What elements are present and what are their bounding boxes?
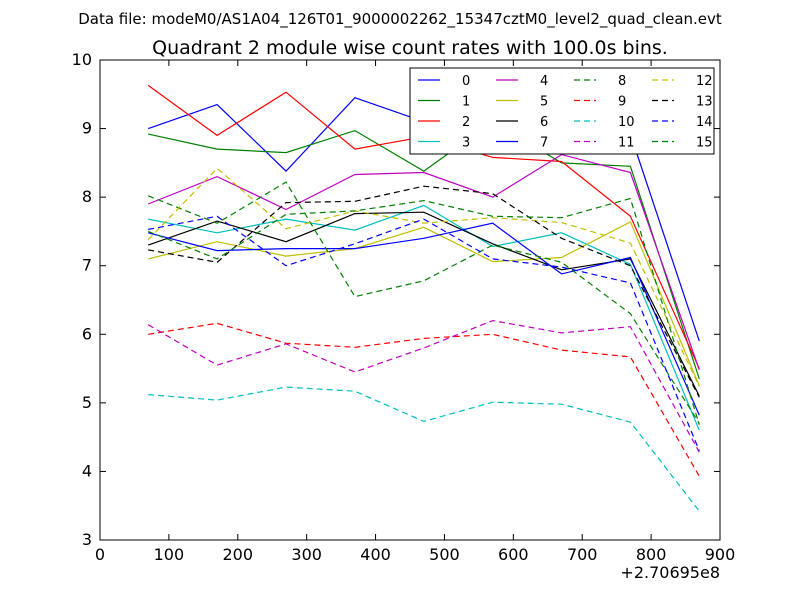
plot-lines xyxy=(147,84,700,512)
x-tick-label: 300 xyxy=(291,545,322,564)
x-tick-label: 600 xyxy=(498,545,529,564)
y-tick-label: 6 xyxy=(82,324,92,343)
series-line-6 xyxy=(148,211,700,397)
legend-label-14: 14 xyxy=(696,115,713,130)
legend-label-12: 12 xyxy=(696,74,713,89)
legend-label-1: 1 xyxy=(462,95,470,110)
x-tick-label: 100 xyxy=(154,545,185,564)
x-tick-label: 500 xyxy=(429,545,460,564)
legend-label-15: 15 xyxy=(696,136,713,151)
series-line-11 xyxy=(147,319,700,453)
legend-label-5: 5 xyxy=(540,95,548,110)
series-line-13 xyxy=(148,185,700,398)
y-tick-label: 5 xyxy=(82,393,92,412)
y-tick-label: 7 xyxy=(82,256,92,275)
y-tick-label: 9 xyxy=(82,119,92,138)
legend-box xyxy=(409,67,715,155)
chart-title: Quadrant 2 module wise count rates with … xyxy=(152,37,668,59)
x-tick-label: 0 xyxy=(95,545,105,564)
x-tick-label: 200 xyxy=(223,545,254,564)
series-line-14 xyxy=(148,215,700,452)
legend-label-6: 6 xyxy=(540,115,548,130)
x-offset-label: +2.70695e8 xyxy=(620,563,720,582)
series-line-12 xyxy=(147,167,700,387)
y-tick-label: 10 xyxy=(72,50,92,69)
legend-label-8: 8 xyxy=(618,74,626,89)
series-line-3 xyxy=(148,204,700,431)
series-line-9 xyxy=(148,322,700,477)
series-line-5 xyxy=(148,220,700,386)
y-tick-label: 8 xyxy=(82,187,92,206)
series-line-7 xyxy=(148,222,700,416)
x-tick-label: 700 xyxy=(567,545,598,564)
series-line-1 xyxy=(148,120,700,380)
series-line-8 xyxy=(147,181,700,424)
series-line-4 xyxy=(147,153,700,371)
legend-label-9: 9 xyxy=(618,95,626,110)
plot-frame xyxy=(99,59,721,541)
y-tick-label: 4 xyxy=(82,461,92,480)
x-tick-label: 800 xyxy=(636,545,667,564)
y-tick-label: 3 xyxy=(82,530,92,549)
legend-label-4: 4 xyxy=(540,74,548,89)
series-line-10 xyxy=(148,386,700,512)
legend-label-10: 10 xyxy=(618,115,635,130)
legend-label-3: 3 xyxy=(462,136,470,151)
legend-label-11: 11 xyxy=(618,136,635,151)
series-line-15 xyxy=(147,197,700,425)
legend-label-0: 0 xyxy=(462,74,470,89)
x-axis: 0 100 200 300 400 500 600 700 800 900 xyxy=(95,60,735,564)
x-tick-label: 900 xyxy=(705,545,736,564)
legend-label-2: 2 xyxy=(462,115,470,130)
x-tick-label: 400 xyxy=(360,545,391,564)
legend-label-7: 7 xyxy=(540,136,548,151)
legend-label-13: 13 xyxy=(696,95,713,110)
chart-suptitle: Data file: modeM0/AS1A04_126T01_90000022… xyxy=(78,10,722,29)
